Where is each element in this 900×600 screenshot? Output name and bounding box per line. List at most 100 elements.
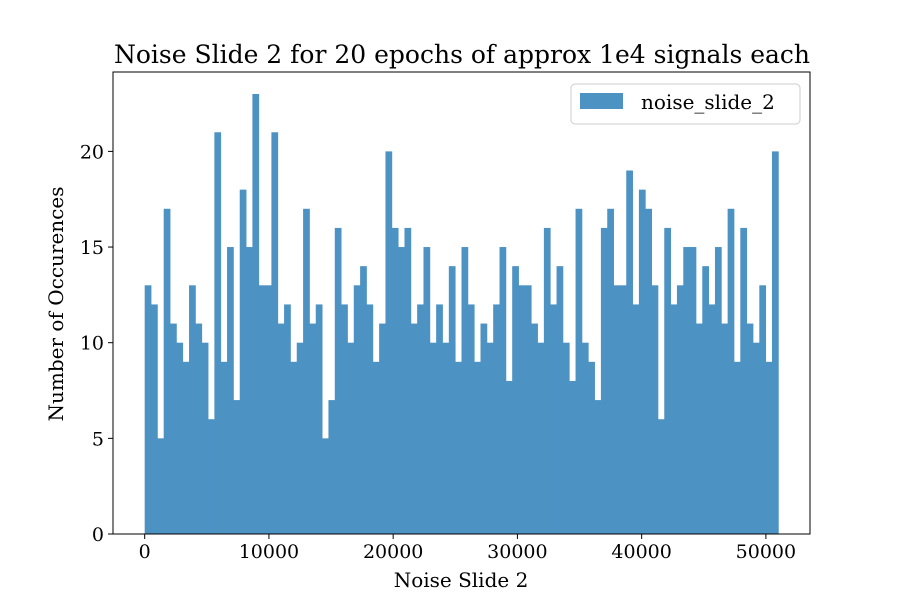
x-tick-label: 10000 — [239, 541, 299, 563]
histogram-bar — [296, 342, 304, 534]
histogram-bar — [208, 419, 215, 534]
histogram-bar — [645, 208, 652, 535]
histogram-bar — [246, 247, 253, 535]
histogram-bar — [290, 361, 298, 534]
histogram-bar — [442, 342, 450, 534]
histogram-bar — [328, 400, 336, 534]
histogram-bar — [676, 285, 684, 534]
histogram-bar — [746, 323, 754, 534]
histogram-bar — [461, 247, 469, 535]
histogram-bar — [708, 304, 716, 534]
x-axis-ticks: 0 10000 20000 30000 40000 50000 — [139, 534, 796, 563]
histogram-bar — [372, 361, 380, 534]
histogram-bar — [651, 285, 659, 534]
histogram-bar — [189, 285, 196, 534]
histogram-bar — [695, 323, 703, 534]
histogram-bar — [626, 170, 633, 535]
histogram-bar — [594, 400, 602, 534]
histogram-bar — [683, 247, 691, 535]
y-tick-label: 15 — [80, 237, 104, 259]
x-tick-label: 50000 — [736, 541, 796, 563]
histogram-bar — [322, 438, 329, 534]
histogram-bar — [410, 323, 418, 534]
histogram-bar — [537, 342, 545, 534]
histogram-bar — [759, 285, 767, 534]
histogram-bar — [550, 304, 557, 534]
x-tick-label: 40000 — [611, 541, 671, 563]
histogram-bar — [258, 285, 266, 534]
histogram-bar — [771, 151, 779, 535]
histogram-bar — [341, 304, 348, 534]
histogram-bar — [714, 247, 722, 535]
histogram-bar — [144, 285, 152, 534]
histogram-bar — [752, 342, 760, 534]
histogram-bar — [151, 304, 158, 534]
histogram-bar — [170, 323, 177, 534]
histogram-bar — [315, 304, 323, 534]
y-tick-label: 20 — [80, 141, 104, 163]
histogram-bar — [664, 227, 671, 535]
histogram-bar — [499, 247, 507, 535]
histogram-bar — [379, 323, 386, 534]
histogram-bar — [512, 266, 519, 534]
histogram-bar — [429, 342, 437, 534]
x-tick-label: 30000 — [487, 541, 547, 563]
histogram-bar — [417, 304, 424, 534]
histogram-bar — [632, 304, 640, 534]
histogram-bar — [455, 361, 462, 534]
histogram-bar — [638, 189, 646, 535]
histogram-bar — [157, 438, 165, 534]
histogram-bar — [486, 342, 494, 534]
histogram-bar — [524, 285, 532, 534]
histogram-bar — [227, 247, 234, 535]
histogram-bar — [721, 323, 729, 534]
histogram-bar — [531, 323, 538, 534]
x-tick-label: 0 — [139, 541, 151, 563]
histogram-bar — [176, 342, 184, 534]
histogram-bar — [265, 285, 272, 534]
histogram-bar — [436, 304, 443, 534]
histogram-bar — [733, 361, 741, 534]
legend-swatch — [580, 93, 623, 109]
histogram-bars — [144, 94, 779, 535]
histogram-bar — [518, 285, 526, 534]
y-tick-label: 5 — [92, 428, 104, 450]
histogram-bar — [385, 151, 393, 535]
histogram-bar — [467, 304, 475, 534]
histogram-bar — [575, 208, 583, 535]
histogram-bar — [727, 208, 735, 535]
histogram-bar — [480, 323, 488, 534]
y-axis-ticks: 0 5 10 15 20 — [80, 141, 113, 546]
histogram-bar — [195, 323, 203, 534]
y-axis-label: Number of Occurences — [44, 187, 68, 422]
histogram-bar — [398, 247, 405, 535]
y-tick-label: 10 — [80, 333, 104, 355]
histogram-bar — [657, 419, 665, 534]
histogram-bar — [765, 361, 773, 534]
histogram-bar — [423, 247, 431, 535]
histogram-bar — [740, 227, 748, 535]
histogram-bar — [562, 342, 570, 534]
histogram-bar — [163, 208, 171, 535]
x-axis-label: Noise Slide 2 — [394, 568, 529, 592]
legend-box — [570, 83, 801, 125]
legend: noise_slide_2 — [570, 83, 801, 125]
histogram-bar — [619, 285, 627, 534]
histogram-bar — [505, 380, 513, 534]
histogram-bar — [220, 361, 228, 534]
histogram-bar — [607, 208, 614, 535]
histogram-bar — [569, 380, 576, 534]
histogram-bar — [360, 266, 367, 534]
histogram-bar — [366, 304, 374, 534]
histogram-bar — [404, 227, 412, 535]
histogram-bar — [588, 361, 595, 534]
histogram-bar — [353, 285, 361, 534]
histogram-bar — [214, 132, 222, 534]
histogram-bar — [252, 94, 260, 534]
histogram-bar — [493, 304, 500, 534]
plot-area-frame — [112, 71, 811, 535]
histogram-bar — [182, 361, 190, 534]
histogram-bar — [448, 266, 456, 534]
histogram-bar — [347, 342, 355, 534]
